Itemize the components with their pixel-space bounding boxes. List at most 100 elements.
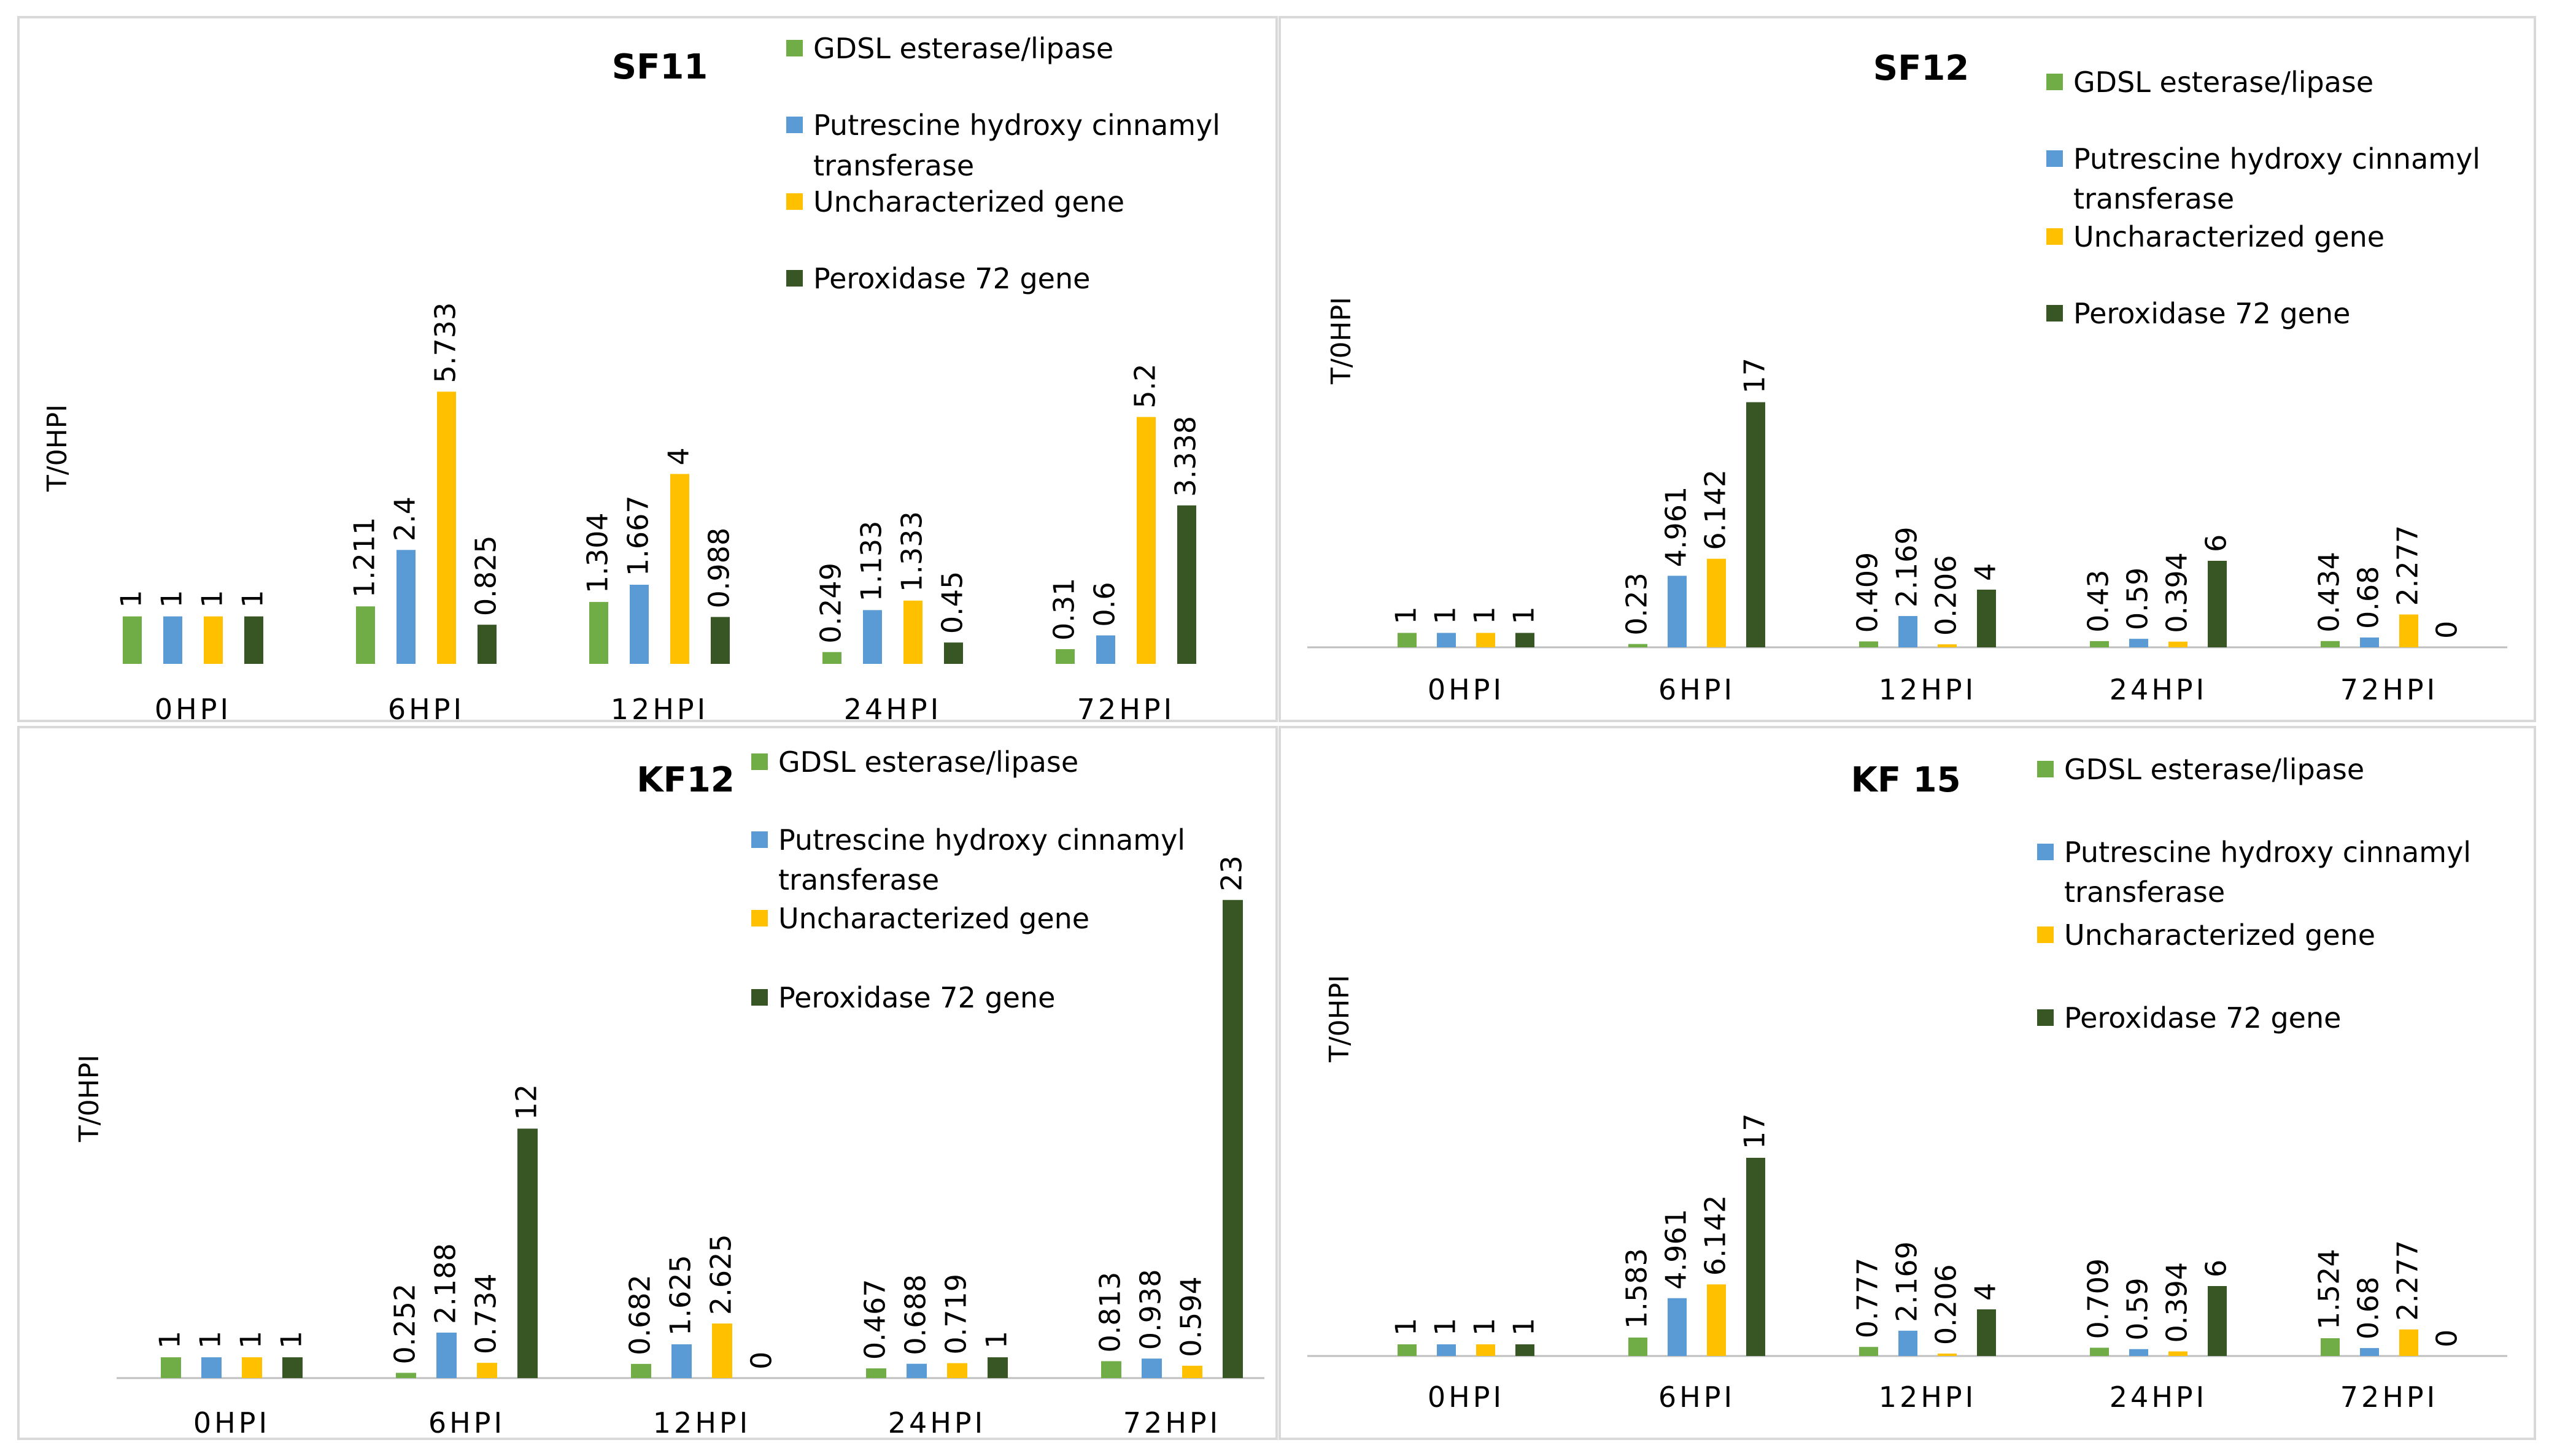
category-label: 6HPI <box>428 1406 505 1439</box>
bar <box>123 616 142 664</box>
data-label: 1 <box>194 1331 227 1349</box>
bar <box>1515 633 1534 647</box>
chart-panel: KF12 T/0HPI GDSL esterase/lipase Putrescine… <box>17 726 1278 1440</box>
data-label: 0.734 <box>470 1273 503 1354</box>
bar <box>242 1357 262 1378</box>
bar <box>1096 635 1115 664</box>
bar <box>282 1357 303 1378</box>
bar <box>2168 1351 2187 1356</box>
data-label: 0.249 <box>814 563 848 644</box>
bar <box>1182 1365 1202 1378</box>
bar <box>2090 1347 2109 1356</box>
bar <box>1223 899 1243 1378</box>
category-label: 12HPI <box>611 693 708 726</box>
chart-title: KF12 <box>636 760 735 800</box>
legend-label: Peroxidase 72 gene <box>778 981 1055 1014</box>
bar <box>1398 1344 1417 1356</box>
bar <box>866 1368 886 1378</box>
bar <box>1746 402 1765 647</box>
data-label: 0.68 <box>2352 566 2385 629</box>
category-label: 12HPI <box>1879 1381 1976 1414</box>
category-label: 6HPI <box>1658 1381 1735 1414</box>
data-label: 2.169 <box>1890 1241 1924 1322</box>
data-label: 1.524 <box>2313 1249 2346 1330</box>
category-label: 24HPI <box>844 693 942 726</box>
legend-swatch <box>2046 228 2063 245</box>
data-label: 0.206 <box>1930 555 1963 636</box>
legend-swatch <box>2046 305 2063 322</box>
data-label: 1 <box>1429 1318 1462 1336</box>
bar <box>2090 641 2109 647</box>
bar <box>1898 616 1917 647</box>
legend-label: GDSL esterase/lipase <box>2073 66 2373 99</box>
data-label: 2.625 <box>705 1234 738 1315</box>
y-axis-label: T/0HPI <box>1326 297 1357 385</box>
data-label: 6 <box>2200 534 2233 552</box>
legend-label: Putrescine hydroxy cinnamyl <box>2073 142 2480 175</box>
data-label: 0.23 <box>1620 572 1654 635</box>
legend-swatch <box>2037 1009 2054 1026</box>
bar <box>1437 1344 1456 1356</box>
bar <box>1476 633 1495 647</box>
data-label: 0 <box>2431 1330 2464 1347</box>
bar <box>1859 641 1878 647</box>
legend-label: GDSL esterase/lipase <box>778 745 1078 779</box>
chart-panel: KF 15 T/0HPI GDSL esterase/lipase Putrescin… <box>1278 726 2536 1440</box>
legend-label: Uncharacterized gene <box>813 185 1124 218</box>
bar <box>1977 590 1996 647</box>
legend-label: Peroxidase 72 gene <box>813 262 1090 295</box>
chart-title: SF12 <box>1873 48 1970 88</box>
legend-label: Peroxidase 72 gene <box>2064 1001 2341 1034</box>
bar <box>1056 649 1075 664</box>
legend-swatch <box>751 910 768 926</box>
data-label: 2.188 <box>429 1243 462 1324</box>
data-label: 1.583 <box>1620 1248 1654 1329</box>
data-label: 0.825 <box>470 535 503 616</box>
category-label: 6HPI <box>388 693 465 726</box>
bar <box>944 642 963 664</box>
bar <box>204 616 223 664</box>
bar <box>356 606 375 664</box>
panels-group: SF11 T/0HPI GDSL esterase/lipase Putrescine… <box>17 16 2536 1440</box>
bar <box>163 616 182 664</box>
bar <box>1628 1337 1647 1356</box>
data-label: 0.68 <box>2352 1277 2385 1339</box>
category-label: 24HPI <box>888 1406 986 1439</box>
legend-label: Peroxidase 72 gene <box>2073 297 2350 330</box>
data-label: 0.988 <box>703 528 736 609</box>
bar <box>517 1128 538 1378</box>
data-label: 0.709 <box>2082 1258 2115 1339</box>
bar <box>2360 1348 2379 1356</box>
data-label: 1 <box>1507 1318 1541 1336</box>
legend-label: Putrescine hydroxy cinnamyl <box>813 109 1220 142</box>
data-label: 0.467 <box>859 1279 892 1360</box>
data-label: 2.4 <box>389 496 422 541</box>
data-label: 6.142 <box>1699 1195 1732 1276</box>
category-label: 24HPI <box>2110 1381 2207 1414</box>
legend-swatch <box>786 40 803 56</box>
bar <box>631 1363 651 1378</box>
legend-label: transferase <box>2073 182 2234 215</box>
data-label: 1 <box>115 590 148 607</box>
bar <box>1668 576 1687 647</box>
data-label: 0.409 <box>1851 552 1884 633</box>
data-label: 2.277 <box>2391 525 2424 606</box>
bar <box>711 617 730 664</box>
bar <box>161 1357 181 1378</box>
bar <box>2399 614 2418 647</box>
legend-swatch <box>751 753 768 770</box>
legend-swatch <box>2037 844 2054 860</box>
bar <box>1137 417 1156 664</box>
bar <box>2129 639 2148 647</box>
legend-swatch <box>786 193 803 210</box>
data-label: 1.304 <box>581 512 614 593</box>
chart-panel: SF12 T/0HPI GDSL esterase/lipase Putrescine… <box>1278 16 2536 722</box>
legend-swatch <box>751 989 768 1006</box>
bar <box>907 1363 927 1378</box>
data-label: 4 <box>662 447 695 465</box>
category-label: 0HPI <box>1428 1381 1504 1414</box>
bar <box>712 1323 732 1378</box>
category-label: 72HPI <box>1123 1406 1221 1439</box>
bar <box>2208 561 2227 647</box>
